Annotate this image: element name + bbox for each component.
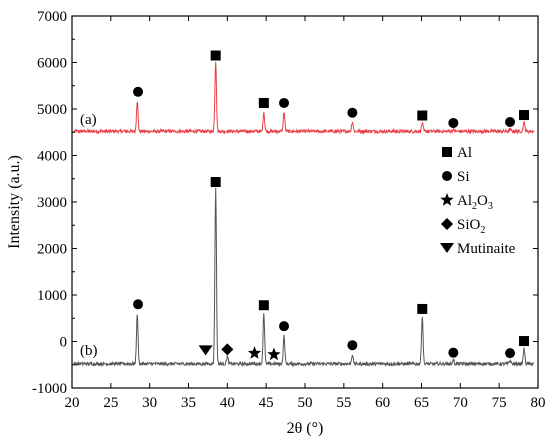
- series-label-b: (b): [80, 343, 98, 359]
- peak-marker-star: [247, 346, 262, 359]
- y-tick-label: 4000: [37, 149, 67, 165]
- legend-subscript: 2: [472, 201, 477, 212]
- peak-marker-circle: [448, 117, 459, 128]
- peak-marker-star: [267, 347, 281, 361]
- legend-symbol-square: [442, 147, 452, 157]
- peak-marker-circle: [505, 117, 516, 128]
- peak-marker-square: [519, 336, 530, 347]
- peak-marker-circle: [279, 97, 290, 108]
- peak-marker-circle: [448, 347, 459, 358]
- legend-subscript: 2: [480, 225, 485, 236]
- x-axis-label: 2θ (°): [287, 420, 324, 437]
- x-tick-label: 80: [531, 395, 546, 411]
- x-tick-label: 60: [375, 395, 390, 411]
- legend-text-part: Al: [457, 145, 472, 161]
- peak-marker-triangle-down: [198, 345, 213, 356]
- legend-symbol-triangle-down: [440, 243, 454, 253]
- legend-text-part: O: [477, 193, 488, 209]
- x-tick-label: 70: [453, 395, 468, 411]
- x-tick-label: 35: [181, 395, 196, 411]
- legend-symbol-circle: [442, 171, 452, 181]
- peak-marker-square: [258, 300, 269, 311]
- x-tick-label: 65: [414, 395, 429, 411]
- x-tick-label: 40: [220, 395, 235, 411]
- series-line-0: [73, 61, 535, 135]
- x-tick-label: 20: [65, 395, 80, 411]
- peak-marker-diamond: [221, 343, 234, 356]
- y-tick-label: 1000: [37, 288, 67, 304]
- peak-marker-square: [417, 303, 428, 314]
- y-axis: -1000 0 1000 2000 3000 4000 5000 6000 7000: [32, 9, 538, 397]
- legend-subscript: 3: [488, 201, 493, 212]
- x-tick-label: 30: [142, 395, 157, 411]
- x-tick-label: 45: [259, 395, 274, 411]
- x-axis: 20 25 30 35 40 45 50 55 60 65 70 75 80: [65, 16, 546, 411]
- peak-marker-square: [210, 177, 221, 188]
- x-tick-label: 55: [336, 395, 351, 411]
- y-tick-label: 0: [60, 335, 68, 351]
- series-group: [73, 61, 535, 368]
- series-label-a: (a): [80, 112, 97, 128]
- x-tick-label: 50: [298, 395, 313, 411]
- y-tick-label: -1000: [32, 381, 67, 397]
- legend-symbol-diamond: [441, 218, 453, 230]
- y-tick-label: 3000: [37, 195, 67, 211]
- legend-symbol-star: [440, 193, 454, 206]
- peak-marker-circle: [347, 107, 358, 118]
- marker-group: [133, 50, 530, 361]
- peak-marker-square: [258, 97, 269, 108]
- legend-text-part: Si: [457, 169, 470, 185]
- peak-marker-square: [210, 50, 221, 61]
- x-tick-label: 75: [492, 395, 507, 411]
- peak-marker-circle: [279, 321, 290, 332]
- peak-marker-circle: [347, 340, 358, 351]
- legend-label: Al2O3: [457, 193, 493, 212]
- peak-marker-square: [417, 110, 428, 121]
- legend-label: Al: [457, 145, 472, 161]
- legend-text-part: Mutinaite: [457, 241, 516, 257]
- peak-marker-square: [519, 110, 530, 121]
- legend-label: Si: [457, 169, 470, 185]
- legend-text-part: SiO: [457, 217, 481, 233]
- y-tick-label: 2000: [37, 242, 67, 258]
- y-tick-label: 5000: [37, 102, 67, 118]
- series-line-1: [73, 187, 535, 368]
- y-axis-label: Intensity (a.u.): [6, 155, 23, 249]
- x-tick-label: 25: [103, 395, 118, 411]
- legend-label: Mutinaite: [457, 241, 516, 257]
- peak-marker-circle: [505, 348, 516, 359]
- legend-label: SiO2: [457, 217, 485, 236]
- y-tick-label: 7000: [37, 9, 67, 25]
- peak-marker-circle: [133, 86, 144, 97]
- y-tick-label: 6000: [37, 56, 67, 72]
- peak-marker-circle: [133, 299, 144, 310]
- legend-text-part: Al: [457, 193, 472, 209]
